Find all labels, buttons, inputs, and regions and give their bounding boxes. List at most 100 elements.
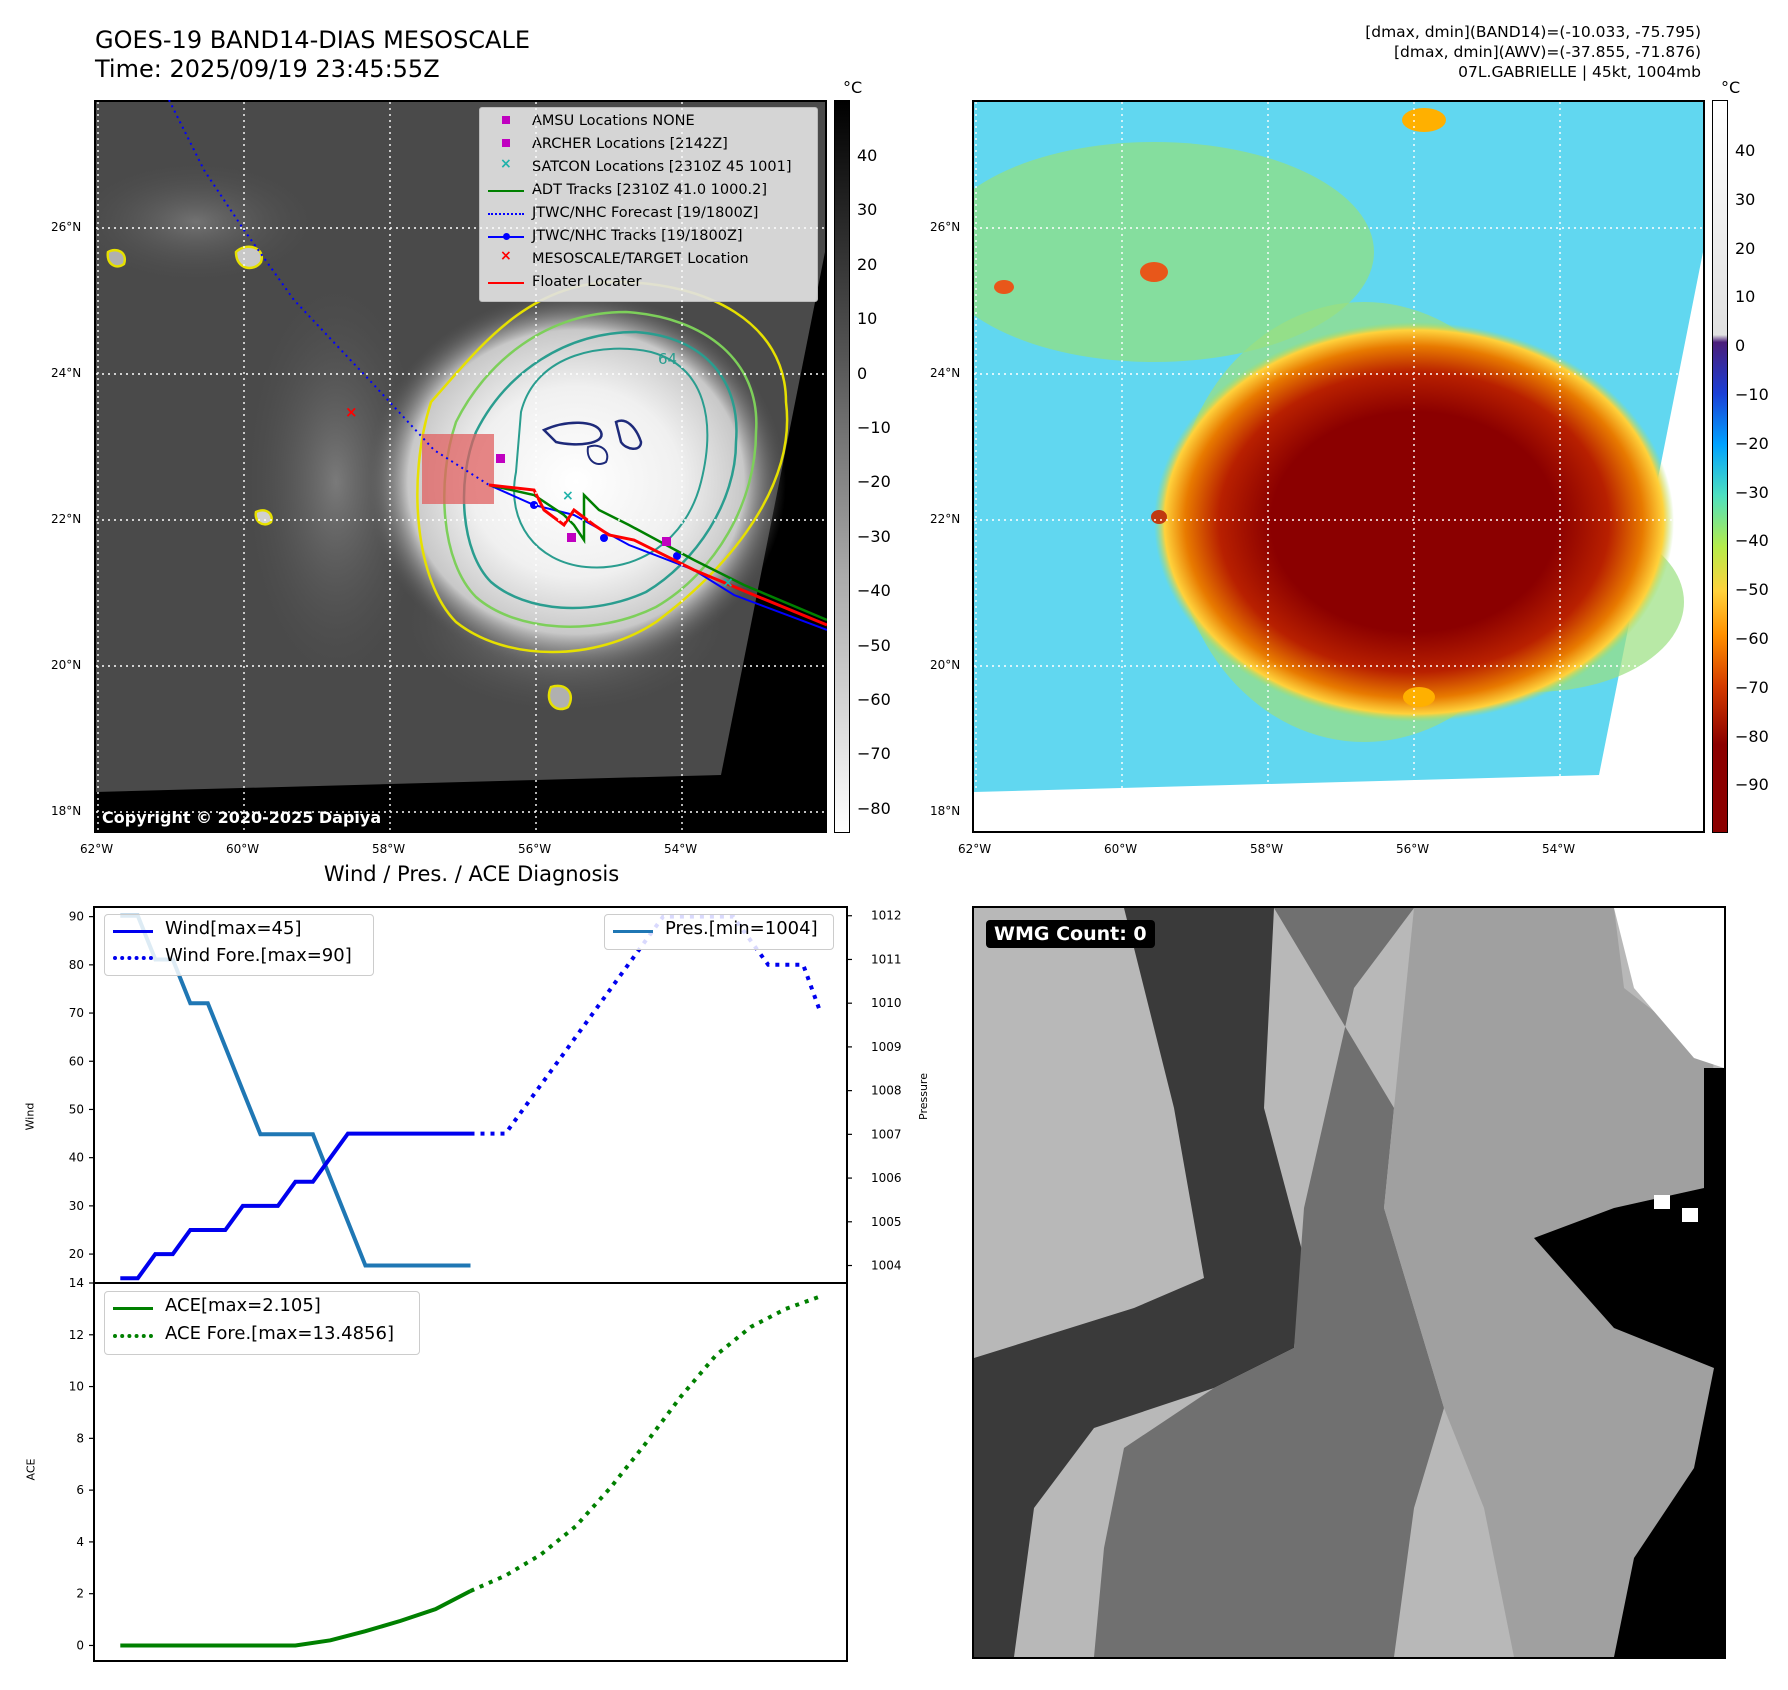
ace-axes-frame	[93, 1282, 848, 1662]
map-gridlines	[96, 102, 825, 831]
wmg-black-area	[1534, 1068, 1724, 1657]
contour-dark-b	[614, 419, 643, 450]
lat-label: 20°N	[930, 658, 961, 672]
ace-forecast-line	[469, 1294, 822, 1593]
ace-legend-label: ACE[max=2.105]	[165, 1295, 321, 1316]
wind-ytick-label: 70	[69, 1006, 84, 1020]
colorbar-color	[1712, 100, 1728, 833]
colorbar-tick: −80	[857, 798, 891, 818]
lon-label: 58°W	[372, 842, 406, 856]
line-marker-icon	[113, 930, 153, 933]
color-map-panel	[972, 100, 1705, 833]
lat-label: 18°N	[930, 804, 961, 818]
colorbar-tick: −20	[1735, 433, 1769, 453]
colorbar-tick: −70	[857, 744, 891, 764]
colorbar-tick: −60	[1735, 629, 1769, 648]
lat-label: 26°N	[51, 220, 82, 234]
ace-ytick-label: 12	[69, 1328, 84, 1342]
lat-label: 22°N	[51, 512, 82, 526]
line-marker-icon	[113, 1307, 153, 1310]
diagnosis-title: Wind / Pres. / ACE Diagnosis	[323, 862, 620, 886]
floater-track-line	[488, 483, 827, 627]
square-marker-icon	[502, 116, 510, 124]
colorbar-tick: −60	[857, 690, 891, 709]
ir-map-panel: 64 AMSU Locations NONE ARCHER Locations …	[94, 100, 827, 833]
dotted-line-icon	[488, 213, 524, 215]
title-line-1: GOES-19 BAND14-DIAS MESOSCALE	[95, 26, 531, 54]
colorbar-tick: 0	[857, 363, 868, 383]
track-point	[530, 501, 538, 509]
lon-label: 56°W	[1396, 842, 1430, 856]
lat-label: 22°N	[930, 512, 961, 526]
colorbar-color-unit: °C	[1721, 78, 1741, 97]
wind-axis-label: Wind	[23, 1102, 37, 1131]
forecast-track-line	[168, 100, 490, 486]
wind-fore-legend-label: Wind Fore.[max=90]	[165, 945, 352, 966]
square-marker-icon	[502, 139, 510, 147]
ace-ytick-label: 6	[76, 1483, 84, 1497]
colorbar-tick: 20	[1735, 238, 1756, 258]
ace-ytick-label: 8	[76, 1431, 84, 1445]
colorbar-tick: 30	[1735, 189, 1756, 209]
lon-label: 54°W	[1542, 842, 1576, 856]
lon-label: 60°W	[226, 842, 260, 856]
ace-axis-label: ACE	[24, 1458, 38, 1481]
stat-line-3: 07L.GABRIELLE | 45kt, 1004mb	[1458, 63, 1701, 81]
pressure-ytick-label: 1004	[871, 1259, 902, 1273]
color-map-svg	[974, 102, 1703, 831]
cloud-shield	[366, 292, 786, 672]
ace-ytick-label: 4	[76, 1535, 84, 1549]
pressure-ytick-label: 1006	[871, 1171, 902, 1185]
wmg-white-area	[1614, 908, 1724, 1068]
wind-legend-label: Wind[max=45]	[165, 918, 302, 939]
wmg-mid-band	[1094, 908, 1444, 1657]
map-legend: AMSU Locations NONE ARCHER Locations [21…	[479, 107, 818, 302]
pressure-ytick-label: 1010	[871, 996, 902, 1010]
pressure-ytick-label: 1011	[871, 952, 902, 966]
track-point	[673, 552, 681, 560]
map-gridlines	[974, 102, 1703, 831]
lon-label: 56°W	[518, 842, 552, 856]
stat-line-1: [dmax, dmin](BAND14)=(-10.033, -75.795)	[1365, 23, 1701, 41]
lat-label: 20°N	[51, 658, 82, 672]
colorbar-tick: −40	[857, 581, 891, 601]
wind-ytick-label: 30	[69, 1199, 84, 1213]
contour-teal	[462, 330, 738, 610]
satcon-marker: ×	[722, 575, 734, 591]
page-title: GOES-19 BAND14-DIAS MESOSCALE Time: 2025…	[95, 26, 530, 84]
adt-track-line	[488, 483, 827, 622]
ace-ytick-label: 2	[76, 1587, 84, 1601]
contour-dark-c	[586, 444, 609, 466]
colorbar-tick: 0	[1735, 336, 1746, 356]
x-marker-icon: ×	[500, 248, 512, 264]
target-marker: ×	[345, 403, 358, 421]
contour-label-64: 64	[658, 350, 677, 368]
colorbar-tick: 10	[1735, 287, 1756, 307]
colorbar-tick: −40	[1735, 531, 1769, 551]
dotted-line-icon	[113, 1334, 153, 1338]
archer-marker	[567, 533, 576, 542]
pressure-axis-label: Pressure	[916, 1073, 930, 1120]
ace-ytick-label: 14	[69, 1276, 84, 1290]
archer-marker	[496, 454, 505, 463]
pressure-legend: Pres.[min=1004]	[604, 914, 834, 950]
contour-64	[513, 347, 709, 569]
contour-dark-a	[541, 421, 603, 446]
wind-ytick-label: 50	[69, 1102, 84, 1116]
line-marker-icon	[613, 930, 653, 933]
copyright-text: Copyright © 2020-2025 Dapiya	[102, 808, 382, 827]
colorbar-tick: −70	[1735, 677, 1769, 697]
colorbar-tick: −20	[857, 472, 891, 492]
lon-label: 58°W	[1250, 842, 1284, 856]
wmg-count-badge: WMG Count: 0	[986, 920, 1155, 948]
wmg-dark-band	[974, 908, 1304, 1657]
ace-ytick-label: 10	[69, 1380, 84, 1394]
lat-label: 18°N	[51, 804, 82, 818]
contour-green	[443, 310, 758, 628]
x-marker-icon: ×	[500, 156, 512, 172]
pressure-ytick-label: 1008	[871, 1084, 902, 1098]
line-marker-icon	[488, 282, 524, 284]
stats-header: [dmax, dmin](BAND14)=(-10.033, -75.795) …	[1365, 22, 1701, 82]
ace-ytick-label: 0	[76, 1638, 84, 1652]
wind-ytick-label: 20	[69, 1247, 84, 1261]
